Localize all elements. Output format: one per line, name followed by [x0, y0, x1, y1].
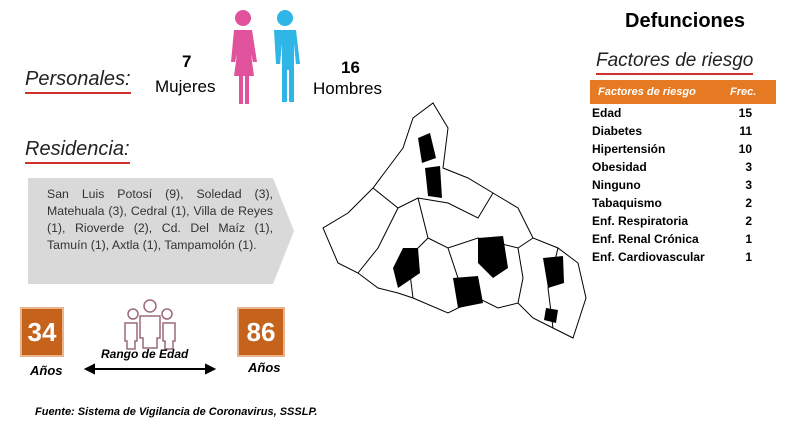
table-cell: 3 [745, 160, 752, 174]
table-cell: Enf. Renal Crónica [592, 232, 699, 246]
header-cell: Frec. [730, 86, 757, 98]
label: Hombres [313, 79, 382, 98]
table-cell: 10 [738, 142, 752, 156]
table-cell: Enf. Respiratoria [592, 214, 689, 228]
age-min: 34 [20, 307, 64, 357]
table-row: Tabaquismo 2 [592, 196, 752, 210]
header-cell: Factores de riesgo [598, 86, 696, 98]
count: 16 [341, 58, 360, 77]
table-cell: Diabetes [592, 124, 643, 138]
people-icon [83, 299, 217, 375]
title: Defunciones [625, 10, 746, 32]
section-title: Personales: [25, 68, 131, 94]
gender-icons [231, 10, 300, 104]
age-label: Rango de Edad [101, 347, 189, 361]
table-cell: Obesidad [592, 160, 647, 174]
table-cell: Tabaquismo [592, 196, 662, 210]
table-cell: 1 [745, 250, 752, 264]
table-row: Obesidad 3 [592, 160, 752, 174]
subtitle: Factores de riesgo [596, 50, 754, 75]
table-cell: 2 [745, 196, 752, 210]
table-row: Ninguno 3 [592, 178, 752, 192]
table-cell: 11 [739, 124, 752, 138]
table-cell: 3 [745, 178, 752, 192]
table-cell: 2 [745, 214, 752, 228]
table-row: Enf. Renal Crónica 1 [592, 232, 752, 246]
label: Mujeres [155, 77, 216, 96]
table-cell: 15 [738, 106, 752, 120]
arrow-box [28, 178, 294, 284]
table-cell: Hipertensión [592, 142, 666, 156]
source: Fuente: Sistema de Vigilancia de Coronav… [35, 406, 318, 418]
table-cell: 1 [745, 232, 752, 246]
unit: Años [30, 363, 63, 378]
section-title: Residencia: [25, 138, 130, 164]
table-cell: Edad [592, 106, 622, 120]
count: 7 [182, 52, 192, 71]
map [322, 102, 587, 339]
residence-text: San Luis Potosí (9), Soledad (3), Matehu… [47, 187, 273, 252]
table-row: Edad 15 [592, 106, 752, 120]
unit: Años [248, 360, 281, 375]
table-header [590, 80, 776, 104]
table-cell: Enf. Cardiovascular [592, 250, 705, 264]
table-row: Hipertensión 10 [592, 142, 752, 156]
age-max: 86 [237, 307, 285, 357]
table-row: Enf. Cardiovascular 1 [592, 250, 752, 264]
table-row: Enf. Respiratoria 2 [592, 214, 752, 228]
table-row: Diabetes 11 [592, 124, 752, 138]
table-cell: Ninguno [592, 178, 641, 192]
